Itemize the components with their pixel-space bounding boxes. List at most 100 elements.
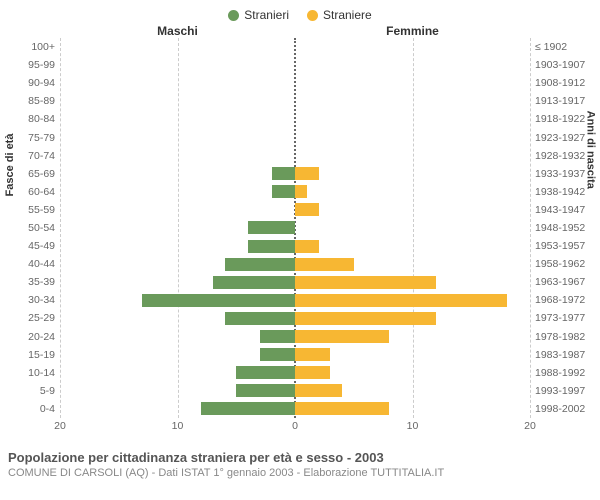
bar-row [60,309,530,327]
bar-row [60,56,530,74]
caption: Popolazione per cittadinanza straniera p… [8,450,592,479]
y-left-label: 20-24 [8,328,60,346]
y-right-label: 1993-1997 [530,382,592,400]
y-right-label: 1928-1932 [530,147,592,165]
bar-female [295,276,436,289]
y-left-label: 85-89 [8,92,60,110]
y-right-label: 1998-2002 [530,400,592,418]
y-right-label: 1963-1967 [530,273,592,291]
y-axis-right: ≤ 19021903-19071908-19121913-19171918-19… [530,38,592,418]
bar-female [295,203,319,216]
y-axis-title-left: Fasce di età [4,134,16,197]
y-right-label: 1953-1957 [530,237,592,255]
bar-row [60,400,530,418]
y-left-label: 55-59 [8,201,60,219]
y-right-label: 1983-1987 [530,346,592,364]
caption-title: Popolazione per cittadinanza straniera p… [8,450,592,465]
y-right-label: 1958-1962 [530,255,592,273]
bar-row [60,346,530,364]
y-right-label: ≤ 1902 [530,38,592,56]
caption-subtitle: COMUNE DI CARSOLI (AQ) - Dati ISTAT 1° g… [8,467,592,479]
y-axis-title-right: Anni di nascita [584,111,596,189]
legend-item-female: Straniere [307,8,372,22]
bar-male [236,384,295,397]
bar-row [60,201,530,219]
bar-row [60,237,530,255]
y-left-label: 50-54 [8,219,60,237]
bar-row [60,38,530,56]
y-left-label: 40-44 [8,255,60,273]
bar-female [295,330,389,343]
bar-female [295,294,507,307]
x-axis: 20 10 0 10 20 [8,420,592,434]
x-tick: 20 [524,420,536,432]
bar-female [295,312,436,325]
y-right-label: 1948-1952 [530,219,592,237]
y-left-label: 15-19 [8,346,60,364]
bar-female [295,384,342,397]
y-right-label: 1918-1922 [530,110,592,128]
header-male: Maschi [60,24,295,38]
legend-swatch-female [307,10,318,21]
bar-row [60,128,530,146]
bar-male [201,402,295,415]
x-tick: 0 [292,420,298,432]
bar-female [295,167,319,180]
plot-area [60,38,530,418]
bar-row [60,291,530,309]
y-right-label: 1913-1917 [530,92,592,110]
x-tick: 10 [172,420,184,432]
bar-male [248,221,295,234]
bar-row [60,255,530,273]
bar-row [60,110,530,128]
y-left-label: 80-84 [8,110,60,128]
y-right-label: 1988-1992 [530,364,592,382]
legend-label-male: Stranieri [244,8,289,22]
legend-label-female: Straniere [323,8,372,22]
y-right-label: 1938-1942 [530,183,592,201]
bar-row [60,147,530,165]
legend-item-male: Stranieri [228,8,289,22]
header-female: Femmine [295,24,530,38]
bar-male [248,240,295,253]
bar-female [295,258,354,271]
y-left-label: 30-34 [8,291,60,309]
y-right-label: 1973-1977 [530,309,592,327]
bar-row [60,273,530,291]
legend-swatch-male [228,10,239,21]
x-tick: 10 [407,420,419,432]
x-tick: 20 [54,420,66,432]
column-headers: Maschi Femmine [8,24,592,38]
y-right-label: 1908-1912 [530,74,592,92]
y-axis-left: 100+95-9990-9485-8980-8475-7970-7465-696… [8,38,60,418]
bar-row [60,92,530,110]
bar-row [60,364,530,382]
y-right-label: 1923-1927 [530,128,592,146]
bar-male [272,167,296,180]
y-right-label: 1933-1937 [530,165,592,183]
bar-female [295,402,389,415]
bar-male [225,312,296,325]
y-left-label: 45-49 [8,237,60,255]
y-right-label: 1903-1907 [530,56,592,74]
bar-male [260,348,295,361]
bar-female [295,185,307,198]
bar-female [295,348,330,361]
bar-male [213,276,295,289]
bar-male [272,185,296,198]
bar-row [60,183,530,201]
y-left-label: 10-14 [8,364,60,382]
bar-male [236,366,295,379]
y-left-label: 0-4 [8,400,60,418]
y-right-label: 1943-1947 [530,201,592,219]
pyramid-chart: Fasce di età 100+95-9990-9485-8980-8475-… [8,38,592,418]
bar-row [60,328,530,346]
y-right-label: 1978-1982 [530,328,592,346]
legend: Stranieri Straniere [8,8,592,22]
y-left-label: 90-94 [8,74,60,92]
bar-male [260,330,295,343]
y-left-label: 95-99 [8,56,60,74]
y-right-label: 1968-1972 [530,291,592,309]
bar-row [60,219,530,237]
bar-male [142,294,295,307]
